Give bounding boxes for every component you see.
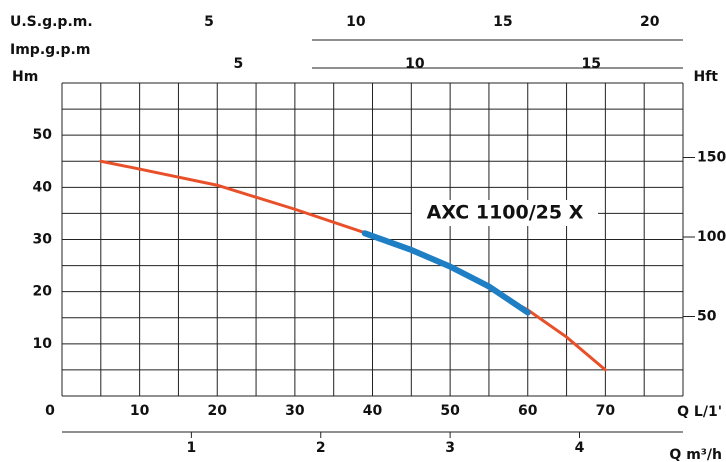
curve xyxy=(361,230,531,316)
x-tick-label: 60 xyxy=(518,403,538,419)
annotation: AXC 1100/25 X xyxy=(427,202,584,224)
extra-axis-tick-label: 15 xyxy=(493,14,512,30)
y-tick-label: 20 xyxy=(33,284,53,300)
extra-axis-label: Imp.g.p.m xyxy=(10,42,90,58)
extra-axis-tick-label: 10 xyxy=(405,56,425,72)
y-tick-label: 40 xyxy=(33,179,53,195)
y-tick-label: 30 xyxy=(33,232,53,248)
extra-axis-tick-label: 4 xyxy=(575,440,585,456)
extra-axis-tick-label: 15 xyxy=(582,56,601,72)
x-tick-label: 50 xyxy=(440,403,460,419)
extra-axis-label: U.S.g.p.m. xyxy=(10,14,93,30)
y-axis-label: Hm xyxy=(12,69,38,85)
y2-tick-label: 150 xyxy=(697,149,726,165)
y-tick-label: 50 xyxy=(33,127,53,143)
x-tick-label: 70 xyxy=(596,403,616,419)
extra-axis-tick-label: 2 xyxy=(316,440,326,456)
y-tick-label: 10 xyxy=(33,336,53,352)
extra-axis-tick-label: 5 xyxy=(204,14,214,30)
y2-tick-label: 50 xyxy=(697,308,717,324)
y2-tick-label: 100 xyxy=(697,229,726,245)
y2-axis-label: Hft xyxy=(694,69,719,85)
x-tick-label: 30 xyxy=(285,403,305,419)
extra-axis-tick-label: 10 xyxy=(346,14,366,30)
extra-axis-label: Q m³/h xyxy=(669,447,722,462)
extra-axis-tick-label: 3 xyxy=(445,440,455,456)
x-tick-label: 20 xyxy=(208,403,228,419)
annotation-bg xyxy=(412,200,598,226)
x-tick-label: 0 xyxy=(45,403,55,419)
extra-axis-tick-label: 1 xyxy=(187,440,197,456)
extra-axis-tick-label: 20 xyxy=(640,14,660,30)
extra-axis-tick-label: 5 xyxy=(234,56,244,72)
x-axis-label: Q L/1' xyxy=(677,404,722,420)
x-tick-label: 10 xyxy=(130,403,150,419)
x-tick-label: 40 xyxy=(363,403,383,419)
